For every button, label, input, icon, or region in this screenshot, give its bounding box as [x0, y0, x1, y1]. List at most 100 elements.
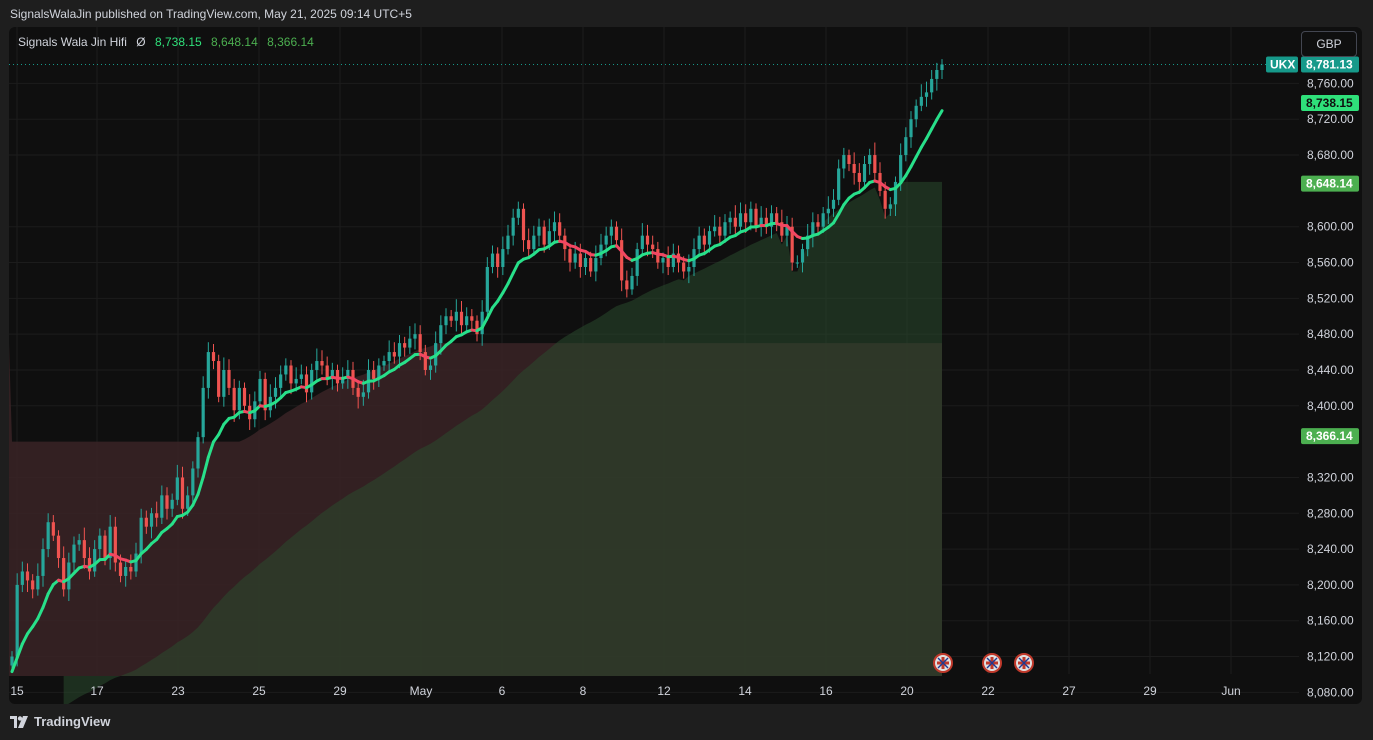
candle-body — [713, 226, 717, 232]
signal-segment — [904, 165, 913, 178]
candle — [372, 361, 376, 390]
candle — [82, 527, 86, 569]
candle-body — [459, 311, 464, 326]
candle-body — [408, 338, 412, 348]
candle-body — [738, 213, 743, 227]
candle — [144, 510, 148, 534]
candle-body — [465, 316, 469, 326]
candle-body — [356, 387, 360, 397]
candle — [537, 218, 541, 247]
candle-body — [20, 571, 24, 585]
currency-button[interactable]: GBP — [1301, 31, 1357, 57]
candle — [299, 364, 303, 385]
candle-body — [237, 387, 241, 411]
candle-body — [124, 566, 128, 576]
candle — [790, 217, 794, 271]
signal-segment — [511, 261, 520, 275]
candle-body — [211, 352, 216, 362]
x-tick-label: 6 — [499, 684, 506, 698]
flag-diag2 — [986, 657, 998, 669]
candle — [893, 176, 898, 216]
candle — [914, 99, 918, 128]
candle — [594, 245, 598, 282]
candle-body — [330, 369, 334, 379]
candle — [532, 225, 536, 256]
candle — [552, 211, 557, 242]
x-tick-label: 20 — [900, 684, 914, 698]
candle — [428, 360, 433, 380]
price-label — [1266, 56, 1359, 73]
candle-body — [217, 361, 221, 397]
candle-body — [806, 235, 810, 250]
candle-body — [800, 249, 805, 263]
candle — [356, 381, 360, 409]
tradingview-logo[interactable]: TradingView — [10, 714, 110, 729]
candle-body — [485, 266, 489, 312]
candle-body — [568, 249, 572, 263]
candle-body — [785, 226, 789, 236]
candle-body — [883, 190, 887, 209]
candle-body — [940, 64, 944, 70]
candle — [98, 528, 102, 559]
candle — [857, 163, 861, 191]
candle-body — [232, 387, 236, 411]
candle — [919, 84, 923, 112]
candle — [165, 487, 169, 520]
candle-body — [273, 387, 278, 397]
publisher-text: SignalsWalaJin published on TradingView.… — [10, 7, 412, 21]
candle — [713, 215, 717, 237]
candle-body — [82, 540, 86, 559]
candle — [108, 515, 112, 570]
candle — [831, 189, 836, 217]
candle-body — [899, 155, 903, 182]
candle-body — [139, 517, 143, 554]
candle — [506, 224, 510, 255]
candle — [723, 214, 727, 243]
candle-body — [707, 231, 712, 245]
candle-body — [744, 213, 748, 223]
candle — [837, 159, 841, 206]
x-tick-label: May — [410, 684, 433, 698]
candle-body — [635, 249, 639, 276]
candle — [475, 315, 479, 342]
y-tick-label: 8,480.00 — [1307, 327, 1354, 341]
candlestick-chart[interactable]: 8,080.00 8,120.00 8,160.00 8,200.00 8,240.00… — [9, 27, 1362, 704]
candle — [873, 142, 877, 182]
signal-segment — [46, 582, 55, 596]
candle — [149, 507, 154, 539]
signal-segment — [832, 212, 841, 225]
candle — [935, 62, 939, 91]
indicator-legend[interactable]: Signals Wala Jin Hifi Ø 8,738.15 8,648.1… — [18, 35, 320, 49]
candle — [635, 242, 639, 286]
candle — [614, 221, 619, 247]
y-tick-label: 8,520.00 — [1307, 291, 1354, 305]
candle-body — [609, 226, 613, 236]
candle-body — [294, 378, 298, 384]
candle-body — [764, 217, 768, 227]
price-label-value: 8,648.14 — [1306, 177, 1353, 191]
signal-segment — [480, 316, 489, 330]
candle-body — [816, 222, 820, 227]
price-label-value: 8,366.14 — [1306, 429, 1353, 443]
candle — [160, 485, 164, 525]
candle — [501, 236, 505, 276]
candle — [490, 245, 495, 274]
candle-body — [222, 369, 226, 397]
candle-body — [377, 365, 381, 379]
y-tick-label: 8,440.00 — [1307, 363, 1354, 377]
candle-body — [387, 352, 391, 362]
candle-body — [263, 378, 267, 411]
price-label-box — [1301, 56, 1359, 73]
signal-segment — [909, 155, 918, 169]
x-tick-label: 29 — [1143, 684, 1157, 698]
candle-body — [826, 208, 830, 214]
signal-segment — [201, 455, 210, 479]
bullish-cloud — [63, 181, 942, 704]
candle-body — [475, 320, 479, 335]
chart-panel[interactable]: 8,080.00 8,120.00 8,160.00 8,200.00 8,240.00… — [9, 27, 1362, 704]
candle — [387, 340, 391, 371]
tradingview-brand: TradingView — [34, 714, 111, 729]
x-tick-label: 25 — [252, 684, 266, 698]
symbol-tag-box — [1266, 56, 1298, 73]
signal-segment — [506, 271, 515, 286]
